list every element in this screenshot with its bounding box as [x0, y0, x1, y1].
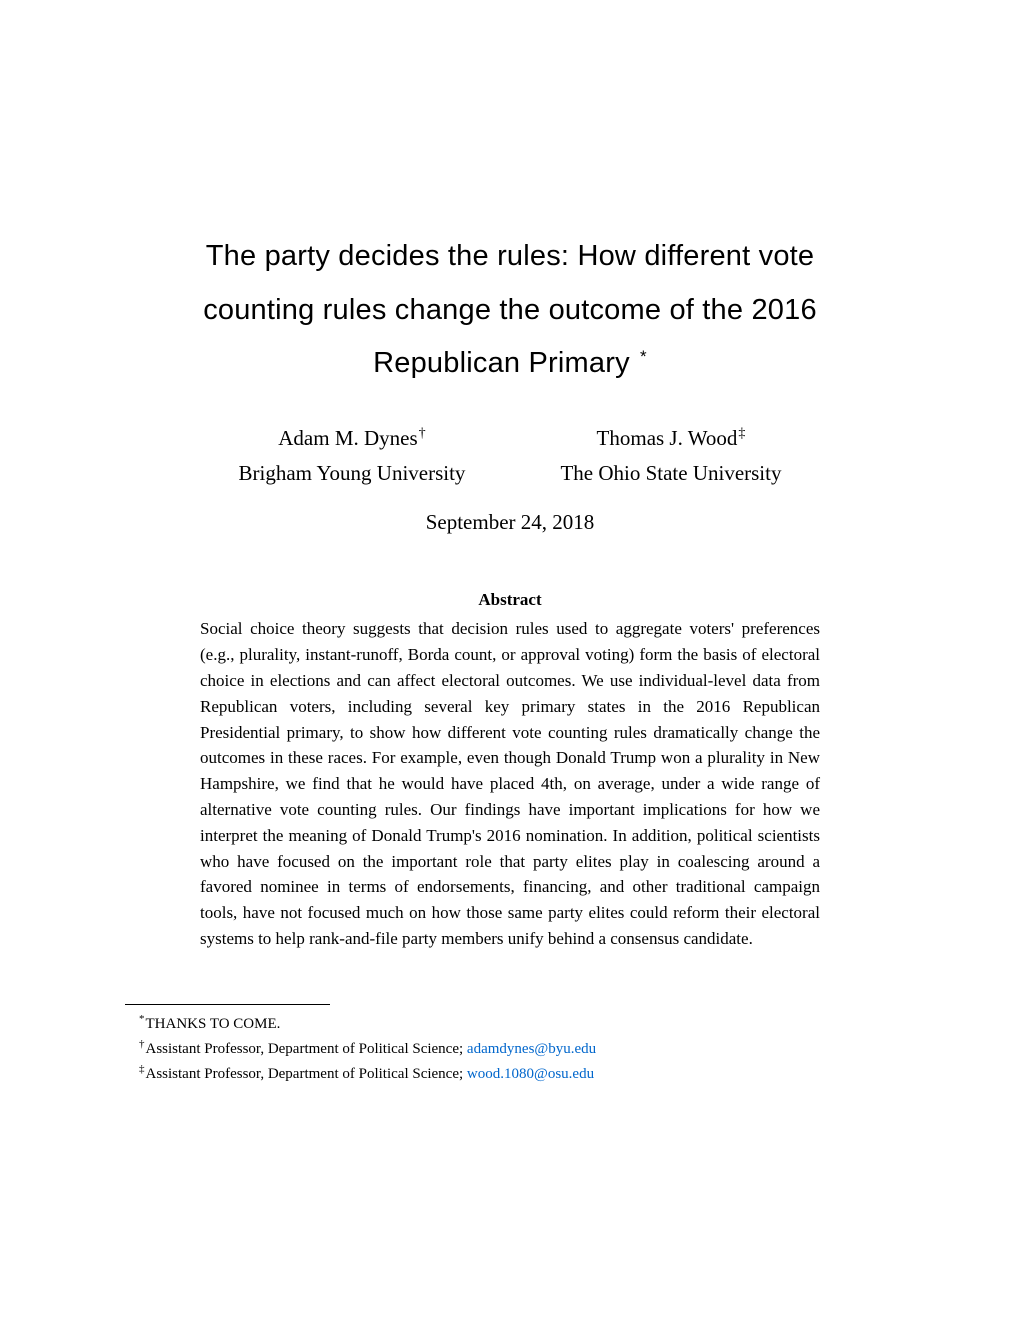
footnote-text-3: Assistant Professor, Department of Polit…	[146, 1066, 467, 1082]
title-footnote-marker: *	[640, 347, 647, 366]
footnote-sym-1: *	[139, 1013, 145, 1025]
abstract-block: Abstract Social choice theory suggests t…	[200, 590, 820, 952]
abstract-heading: Abstract	[200, 590, 820, 610]
paper-page: The party decides the rules: How differe…	[0, 0, 1020, 1320]
footnote-email-2[interactable]: adamdynes@byu.edu	[467, 1041, 596, 1057]
author-block-1: Adam M. Dynes† Brigham Young University	[239, 421, 466, 490]
title-line-3: Republican Primary	[373, 347, 630, 379]
title-line-1: The party decides the rules: How differe…	[206, 240, 815, 272]
footnote-email-3[interactable]: wood.1080@osu.edu	[467, 1066, 594, 1082]
author-block-2: Thomas J. Wood‡ The Ohio State Universit…	[560, 421, 781, 490]
author-name-2: Thomas J. Wood‡	[560, 421, 781, 456]
paper-date: September 24, 2018	[125, 510, 895, 535]
author-name-text-1: Adam M. Dynes	[278, 426, 417, 450]
footnote-2: †Assistant Professor, Department of Poli…	[125, 1036, 895, 1061]
footnote-1: *THANKS TO COME.	[125, 1011, 895, 1036]
footnote-text-1: THANKS TO COME.	[146, 1016, 281, 1032]
footnote-3: ‡Assistant Professor, Department of Poli…	[125, 1061, 895, 1086]
title-line-2: counting rules change the outcome of the…	[203, 294, 817, 326]
abstract-text: Social choice theory suggests that decis…	[200, 616, 820, 952]
paper-title: The party decides the rules: How differe…	[125, 230, 895, 391]
footnote-rule	[125, 1004, 330, 1005]
footnote-sym-3: ‡	[139, 1063, 145, 1075]
author-affil-2: The Ohio State University	[560, 456, 781, 491]
footnote-sym-2: †	[139, 1038, 145, 1050]
author-name-text-2: Thomas J. Wood	[597, 426, 738, 450]
footnote-text-2: Assistant Professor, Department of Polit…	[146, 1041, 467, 1057]
author-sup-2: ‡	[738, 426, 745, 441]
footnotes-block: *THANKS TO COME. †Assistant Professor, D…	[125, 1011, 895, 1087]
author-sup-1: †	[419, 426, 426, 441]
author-name-1: Adam M. Dynes†	[239, 421, 466, 456]
authors-row: Adam M. Dynes† Brigham Young University …	[125, 421, 895, 490]
author-affil-1: Brigham Young University	[239, 456, 466, 491]
